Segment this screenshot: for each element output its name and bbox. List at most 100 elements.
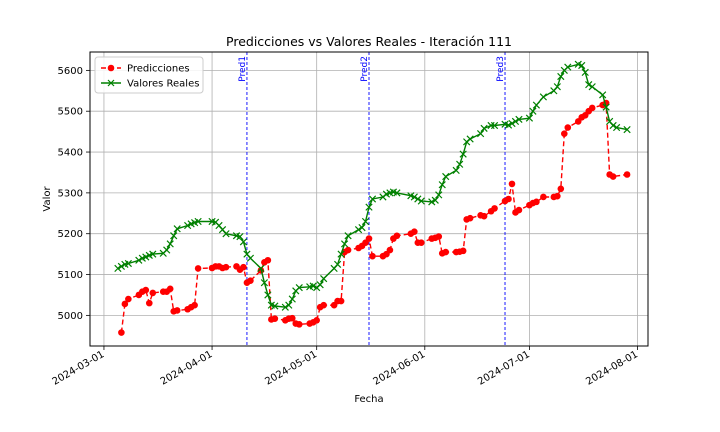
valores-reales-point <box>333 260 342 268</box>
x-marker-stroke <box>337 250 345 258</box>
x-marker-stroke <box>438 181 446 189</box>
x-marker-stroke <box>529 107 537 115</box>
valores-reales-point <box>428 198 436 206</box>
predicciones-point <box>320 301 327 309</box>
valores-reales-point <box>612 123 621 132</box>
x-marker-stroke <box>588 83 596 91</box>
valores-reales-point <box>431 196 439 204</box>
valores-reales-point <box>529 107 537 115</box>
valores-reales-point <box>309 282 317 290</box>
valores-reales-point <box>564 63 572 71</box>
predicciones-point <box>145 299 153 307</box>
predicciones-point <box>435 233 443 240</box>
chart-title: Predicciones vs Valores Reales - Iteraci… <box>226 34 512 49</box>
x-marker-stroke <box>281 303 289 311</box>
predicciones-point <box>533 198 540 206</box>
predicciones-point <box>247 277 254 284</box>
x-marker-stroke <box>515 115 523 123</box>
y-tick-label: 5300 <box>58 188 83 199</box>
predicciones-point <box>365 235 373 242</box>
x-marker-stroke <box>612 123 621 132</box>
valores-reales-point <box>271 302 279 310</box>
valores-reales-point <box>532 101 541 109</box>
valores-reales-point <box>257 264 265 273</box>
x-marker-stroke <box>257 264 265 273</box>
predicciones-point <box>564 124 572 131</box>
x-marker-stroke <box>368 195 377 203</box>
x-marker-stroke <box>581 68 589 77</box>
x-marker-stroke <box>194 217 202 226</box>
predicciones-point <box>149 289 157 297</box>
valores-reales-point <box>163 246 171 254</box>
x-marker-stroke <box>365 203 373 211</box>
x-marker-stroke <box>511 117 520 126</box>
x-marker-stroke <box>184 221 192 230</box>
predicciones-point <box>222 263 230 271</box>
valores-reales-point <box>236 232 244 241</box>
predicciones-point <box>609 173 617 180</box>
valores-reales-point <box>480 124 488 132</box>
x-marker-stroke <box>414 195 422 203</box>
valores-reales-point <box>142 253 150 261</box>
valores-reales-point <box>222 230 230 238</box>
valores-reales-point <box>508 119 516 128</box>
predicciones-point <box>540 193 547 201</box>
valores-reales-point <box>525 114 534 122</box>
valores-reales-point <box>435 191 443 199</box>
valores-reales-point <box>368 195 377 203</box>
x-marker-stroke <box>456 160 464 168</box>
valores-reales-point <box>511 117 520 126</box>
y-tick-label: 5000 <box>58 311 83 322</box>
valores-reales-point <box>358 223 366 232</box>
x-marker-stroke <box>222 230 230 238</box>
prediction-vline-label: Pred3 <box>496 56 506 82</box>
valores-reales-point <box>170 232 178 240</box>
predicciones-point <box>411 228 418 235</box>
x-marker-stroke <box>539 93 547 101</box>
valores-reales-point <box>320 275 328 283</box>
x-marker-stroke <box>107 79 115 87</box>
predicciones-point <box>459 247 467 255</box>
predicciones-point <box>288 314 296 322</box>
x-marker-stroke <box>578 61 586 70</box>
predicciones-point <box>442 248 450 256</box>
x-marker-stroke <box>232 232 241 240</box>
x-marker-stroke <box>452 166 460 175</box>
x-marker-stroke <box>267 301 275 309</box>
predicciones-point <box>295 321 303 328</box>
x-marker-stroke <box>114 264 122 273</box>
predicciones-point <box>554 192 561 200</box>
predicciones-point <box>369 252 376 260</box>
x-marker-stroke <box>166 240 174 248</box>
x-marker-stroke <box>564 63 572 71</box>
legend-label: Predicciones <box>127 64 190 75</box>
valores-reales-point <box>588 83 596 91</box>
x-marker-stroke <box>466 135 474 143</box>
valores-reales-point <box>623 125 631 134</box>
predicciones-point <box>386 246 394 254</box>
predicciones-point <box>480 212 488 220</box>
legend: Predicciones Valores Reales <box>94 56 204 94</box>
valores-reales-point <box>340 240 349 248</box>
legend-label: Valores Reales <box>127 79 199 90</box>
x-marker-stroke <box>508 119 516 128</box>
predicciones-point <box>191 301 198 309</box>
valores-reales-point <box>344 232 352 240</box>
x-marker-stroke <box>428 198 436 206</box>
valores-reales-point <box>264 291 272 299</box>
predicciones-point <box>561 130 568 137</box>
y-tick-label: 5200 <box>58 229 83 240</box>
valores-reales-point <box>117 262 126 270</box>
x-marker-stroke <box>344 232 352 240</box>
x-marker-stroke <box>208 217 216 226</box>
valores-reales-point <box>166 240 174 248</box>
x-marker-stroke <box>316 281 324 289</box>
valores-reales-point <box>557 72 565 81</box>
x-marker-stroke <box>442 172 450 181</box>
predicciones-point <box>515 206 523 214</box>
valores-reales-point <box>393 189 401 197</box>
predicciones-point <box>344 246 352 254</box>
predicciones-point <box>313 316 320 324</box>
valores-reales-point <box>285 301 293 309</box>
x-marker-stroke <box>170 232 178 240</box>
